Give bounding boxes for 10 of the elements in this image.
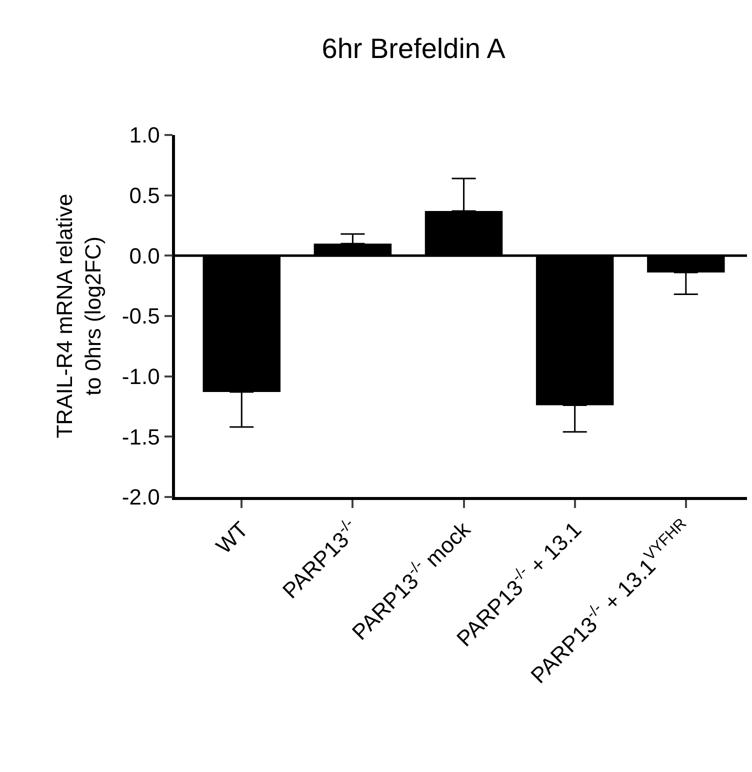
chart-title: 6hr Brefeldin A	[322, 33, 506, 64]
y-tick-label: 0.0	[129, 243, 160, 268]
y-tick-label: -0.5	[122, 304, 160, 329]
x-tick-label: WT	[211, 516, 253, 559]
y-tick-label: -1.5	[122, 424, 160, 450]
y-tick-label: -1.0	[122, 364, 160, 390]
y-axis-title: TRAIL-R4 mRNA relative to 0hrs (log2FC)	[52, 194, 106, 438]
y-tick-label: 1.0	[129, 122, 160, 148]
y-tick-label: -2.0	[122, 484, 160, 510]
y-tick-label: 0.5	[129, 183, 160, 208]
